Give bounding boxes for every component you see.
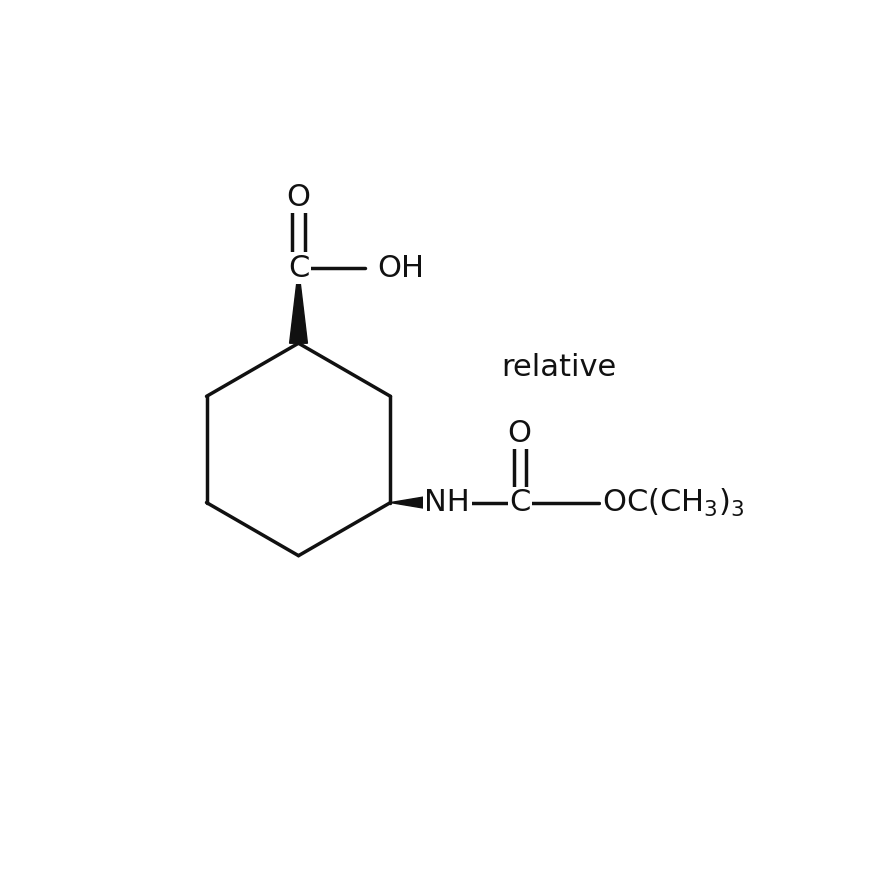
Text: O: O bbox=[507, 418, 531, 448]
Polygon shape bbox=[391, 494, 444, 512]
Text: relative: relative bbox=[501, 352, 617, 382]
Text: OC(CH$_3$)$_3$: OC(CH$_3$)$_3$ bbox=[603, 487, 745, 519]
Text: OH: OH bbox=[377, 254, 425, 283]
Text: C: C bbox=[287, 254, 309, 283]
Text: NH: NH bbox=[425, 488, 470, 517]
Text: C: C bbox=[509, 488, 530, 517]
Text: O: O bbox=[287, 183, 311, 212]
Polygon shape bbox=[289, 269, 307, 344]
